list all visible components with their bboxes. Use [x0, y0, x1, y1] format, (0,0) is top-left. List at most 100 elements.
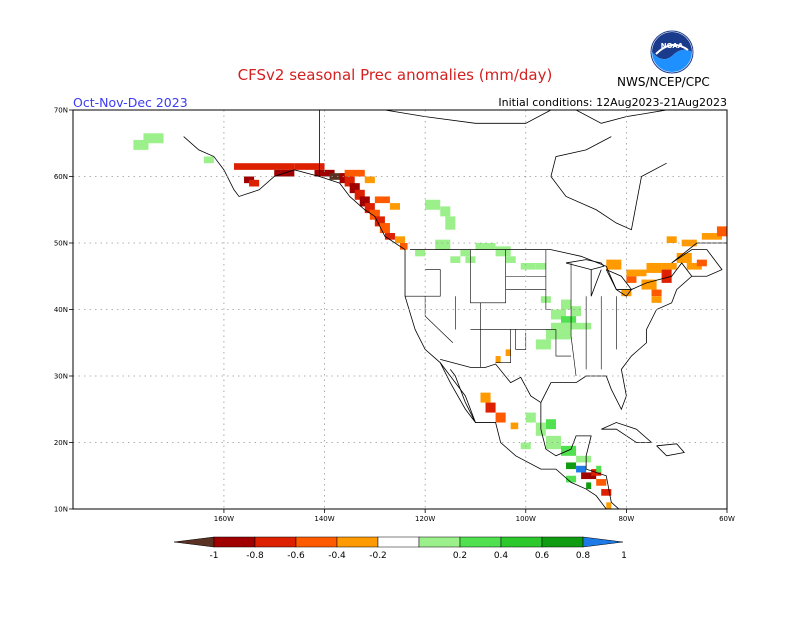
- latitude-labels: 70N 60N 50N 40N 30N 20N 10N: [54, 107, 68, 514]
- coastlines: [183, 110, 727, 509]
- anomaly-cell: [510, 422, 519, 430]
- anomaly-cell: [586, 482, 592, 490]
- state-border: [424, 296, 454, 343]
- anomaly-cell: [495, 356, 501, 363]
- anomaly-cell: [525, 412, 536, 423]
- colorbar-label: -0.4: [328, 551, 346, 561]
- coastline-path: [550, 162, 667, 231]
- anomaly-cell: [425, 199, 441, 210]
- anomaly-cell: [701, 233, 722, 240]
- coastline-path: [565, 259, 605, 271]
- state-border: [405, 269, 441, 297]
- lat-label: 50N: [54, 240, 68, 248]
- anomaly-cell: [364, 203, 375, 214]
- lat-label: 20N: [54, 439, 68, 447]
- anomaly-cell: [520, 262, 536, 270]
- anomaly-cell: [495, 246, 511, 257]
- initial-conditions: Initial conditions: 12Aug2023-21Aug2023: [498, 96, 727, 109]
- anomaly-cell: [349, 183, 360, 194]
- anomaly-cell: [374, 196, 390, 204]
- anomaly-cell: [143, 133, 164, 144]
- coastline-path: [540, 402, 620, 509]
- anomaly-cell: [354, 189, 365, 200]
- lat-label: 40N: [54, 306, 68, 314]
- coastline-path: [550, 136, 612, 177]
- anomaly-cell: [576, 465, 587, 473]
- anomaly-cell: [686, 262, 702, 270]
- anomaly-cell: [294, 163, 325, 170]
- colorbar-label: 0.8: [576, 551, 591, 561]
- anomaly-cell: [626, 276, 637, 283]
- noaa-logo-icon: NOAA: [650, 30, 694, 74]
- anomaly-cell: [445, 216, 456, 230]
- colorbar-low-arrow: [173, 536, 215, 548]
- lon-label: 160W: [214, 515, 234, 523]
- colorbar-label: -0.8: [246, 551, 264, 561]
- anomaly-cell: [535, 262, 546, 270]
- coastline-path: [656, 443, 685, 457]
- anomaly-cell: [571, 306, 582, 317]
- anomaly-cell: [133, 139, 149, 150]
- anomaly-cell: [394, 236, 406, 243]
- graticule: [69, 109, 728, 513]
- anomaly-cell: [601, 489, 612, 496]
- anomaly-cell: [596, 479, 607, 486]
- anomaly-cell: [576, 455, 592, 463]
- lon-label: 80W: [618, 515, 634, 523]
- anomaly-cell: [485, 402, 496, 413]
- coastline-path: [440, 358, 542, 403]
- anomaly-cell: [314, 169, 335, 177]
- lon-label: 60W: [719, 515, 735, 523]
- agency-label: NWS/NCEP/CPC: [617, 75, 710, 89]
- anomaly-cell: [661, 262, 677, 270]
- colorbar-label: 0.6: [535, 551, 550, 561]
- lon-label: 100W: [516, 515, 536, 523]
- state-border: [470, 249, 506, 304]
- anomaly-cell: [505, 349, 511, 357]
- colorbar-label: -0.6: [287, 551, 305, 561]
- anomaly-cell: [249, 179, 260, 187]
- anomaly-cell: [545, 419, 556, 430]
- anomaly-cell: [460, 249, 471, 257]
- anomaly-cell: [696, 259, 707, 267]
- colorbar-label: -0.2: [369, 551, 387, 561]
- colorbar-label: 0.2: [453, 551, 467, 561]
- lat-label: 30N: [54, 373, 68, 381]
- colorbar: -1 -0.8 -0.6 -0.4 -0.2 0.2 0.4 0.6 0.8 1: [173, 536, 627, 561]
- anomaly-cell: [581, 472, 597, 480]
- map-title: CFSv2 seasonal Prec anomalies (mm/day): [237, 66, 553, 84]
- anomaly-cell: [566, 462, 577, 470]
- anomaly-cell: [203, 156, 214, 164]
- anomaly-cell: [666, 236, 677, 243]
- anomaly-cell: [636, 516, 646, 523]
- anomaly-cell: [374, 216, 385, 227]
- state-border: [555, 329, 572, 357]
- anomaly-cell: [369, 209, 380, 220]
- anomaly-cell: [359, 196, 370, 207]
- anomaly-cell: [475, 243, 496, 250]
- anomaly-cell: [415, 249, 426, 257]
- lat-label: 60N: [54, 173, 68, 181]
- state-border: [495, 329, 511, 364]
- colorbar-swatch: [377, 536, 420, 548]
- colorbar-swatch: [418, 536, 461, 548]
- longitude-labels: 160W 140W 120W 100W 80W 60W: [214, 515, 735, 523]
- coastline-path: [605, 269, 632, 297]
- anomaly-cell: [535, 339, 551, 350]
- colorbar-swatch: [336, 536, 379, 548]
- anomaly-cell: [560, 445, 577, 456]
- anomaly-cell: [384, 233, 395, 240]
- anomaly-cell: [400, 243, 408, 250]
- anomaly-cell: [606, 259, 622, 270]
- coastline-path: [540, 242, 727, 411]
- anomaly-cell: [389, 203, 400, 210]
- coastline-path: [575, 110, 667, 124]
- anomaly-cell: [233, 163, 295, 170]
- colorbar-label: 0.4: [494, 551, 509, 561]
- anomaly-cell: [505, 256, 516, 263]
- anomaly-cell: [379, 223, 390, 234]
- anomaly-cell: [606, 502, 612, 509]
- anomaly-cell: [641, 279, 657, 290]
- lon-label: 120W: [415, 515, 435, 523]
